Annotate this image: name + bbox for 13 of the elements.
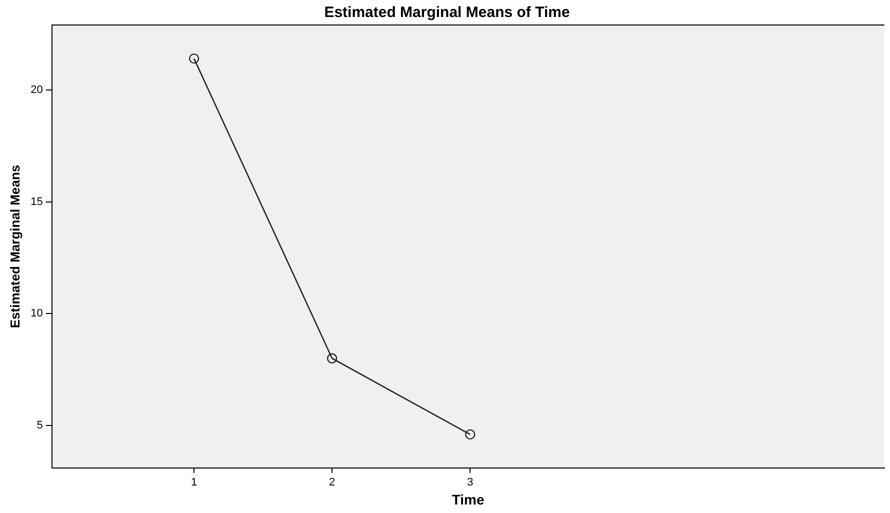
y-tick-label: 10 [30,308,43,320]
y-axis-title: Estimated Marginal Means [7,164,22,328]
y-tick-label: 5 [36,420,43,432]
y-tick-label: 20 [30,84,43,96]
y-tick-label: 15 [30,196,43,208]
chart-title: Estimated Marginal Means of Time [324,4,570,22]
point [188,53,200,64]
x-tick-label: 2 [329,476,336,489]
x-tick-label: 1 [190,476,198,489]
point [465,429,476,440]
point [326,353,338,364]
x-tick-label: 3 [467,476,474,489]
x-axis-title: Time [452,491,484,508]
